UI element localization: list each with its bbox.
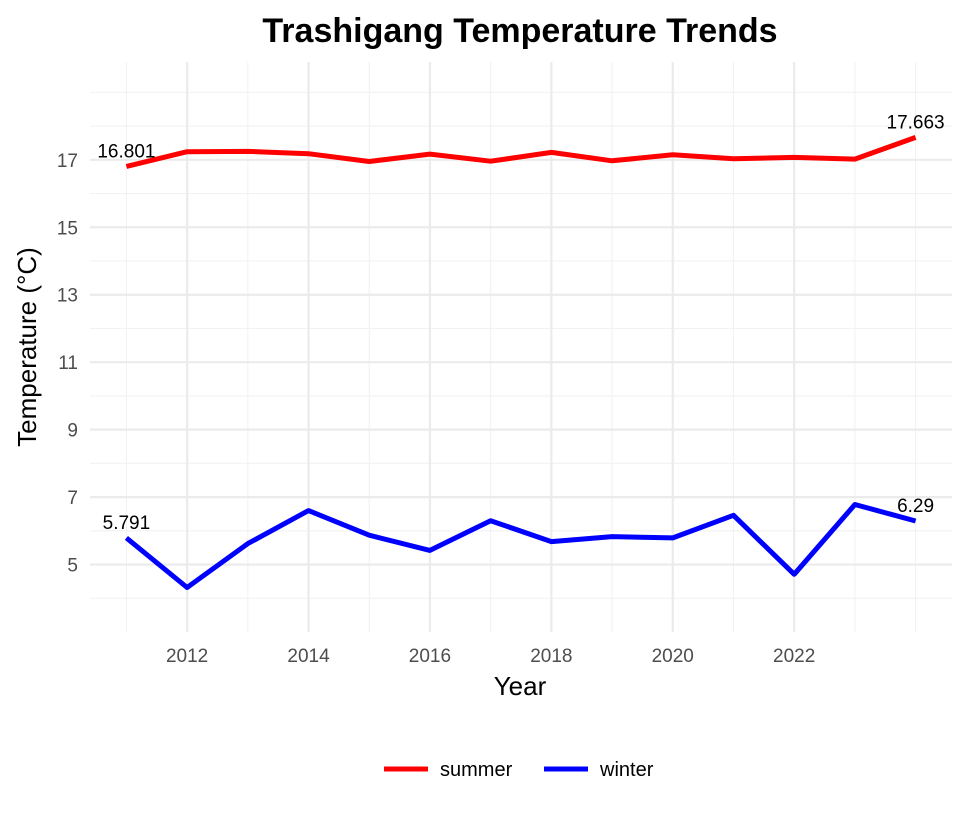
legend-label-summer: summer xyxy=(440,759,513,781)
legend-label-winter: winter xyxy=(599,759,654,781)
y-tick-label: 9 xyxy=(67,421,78,442)
series-line-winter xyxy=(124,502,917,590)
x-tick-label: 2018 xyxy=(530,646,572,667)
data-label-summer: 16.801 xyxy=(97,142,155,163)
y-tick-label: 5 xyxy=(67,556,78,577)
x-tick-label: 2012 xyxy=(166,646,208,667)
series-lines xyxy=(124,135,917,590)
legend-item-winter: winter xyxy=(544,759,654,781)
y-axis-title: Temperature (°C) xyxy=(12,247,42,447)
data-label-winter: 5.791 xyxy=(103,513,151,534)
axis-tick-labels: 2012 2014 2016 2018 2020 2022 5 7 9 11 13 15 17 xyxy=(57,151,815,667)
x-tick-label: 2022 xyxy=(773,646,815,667)
y-tick-label: 17 xyxy=(57,151,78,172)
y-tick-label: 7 xyxy=(67,488,78,509)
data-label-summer: 17.663 xyxy=(887,112,945,133)
y-tick-label: 11 xyxy=(58,353,78,374)
y-tick-label: 15 xyxy=(57,218,78,239)
x-axis-title: Year xyxy=(494,671,547,701)
x-tick-label: 2014 xyxy=(287,646,330,667)
chart-title: Trashigang Temperature Trends xyxy=(262,12,777,50)
x-tick-label: 2020 xyxy=(652,646,694,667)
y-tick-label: 13 xyxy=(57,286,78,307)
x-tick-label: 2016 xyxy=(409,646,451,667)
data-labels: 16.801 17.663 5.791 6.29 xyxy=(97,112,944,533)
series-line-summer xyxy=(125,135,917,169)
grid-lines xyxy=(90,62,952,632)
legend: summer winter xyxy=(384,759,654,781)
data-label-winter: 6.29 xyxy=(897,496,934,517)
legend-item-summer: summer xyxy=(384,759,513,781)
